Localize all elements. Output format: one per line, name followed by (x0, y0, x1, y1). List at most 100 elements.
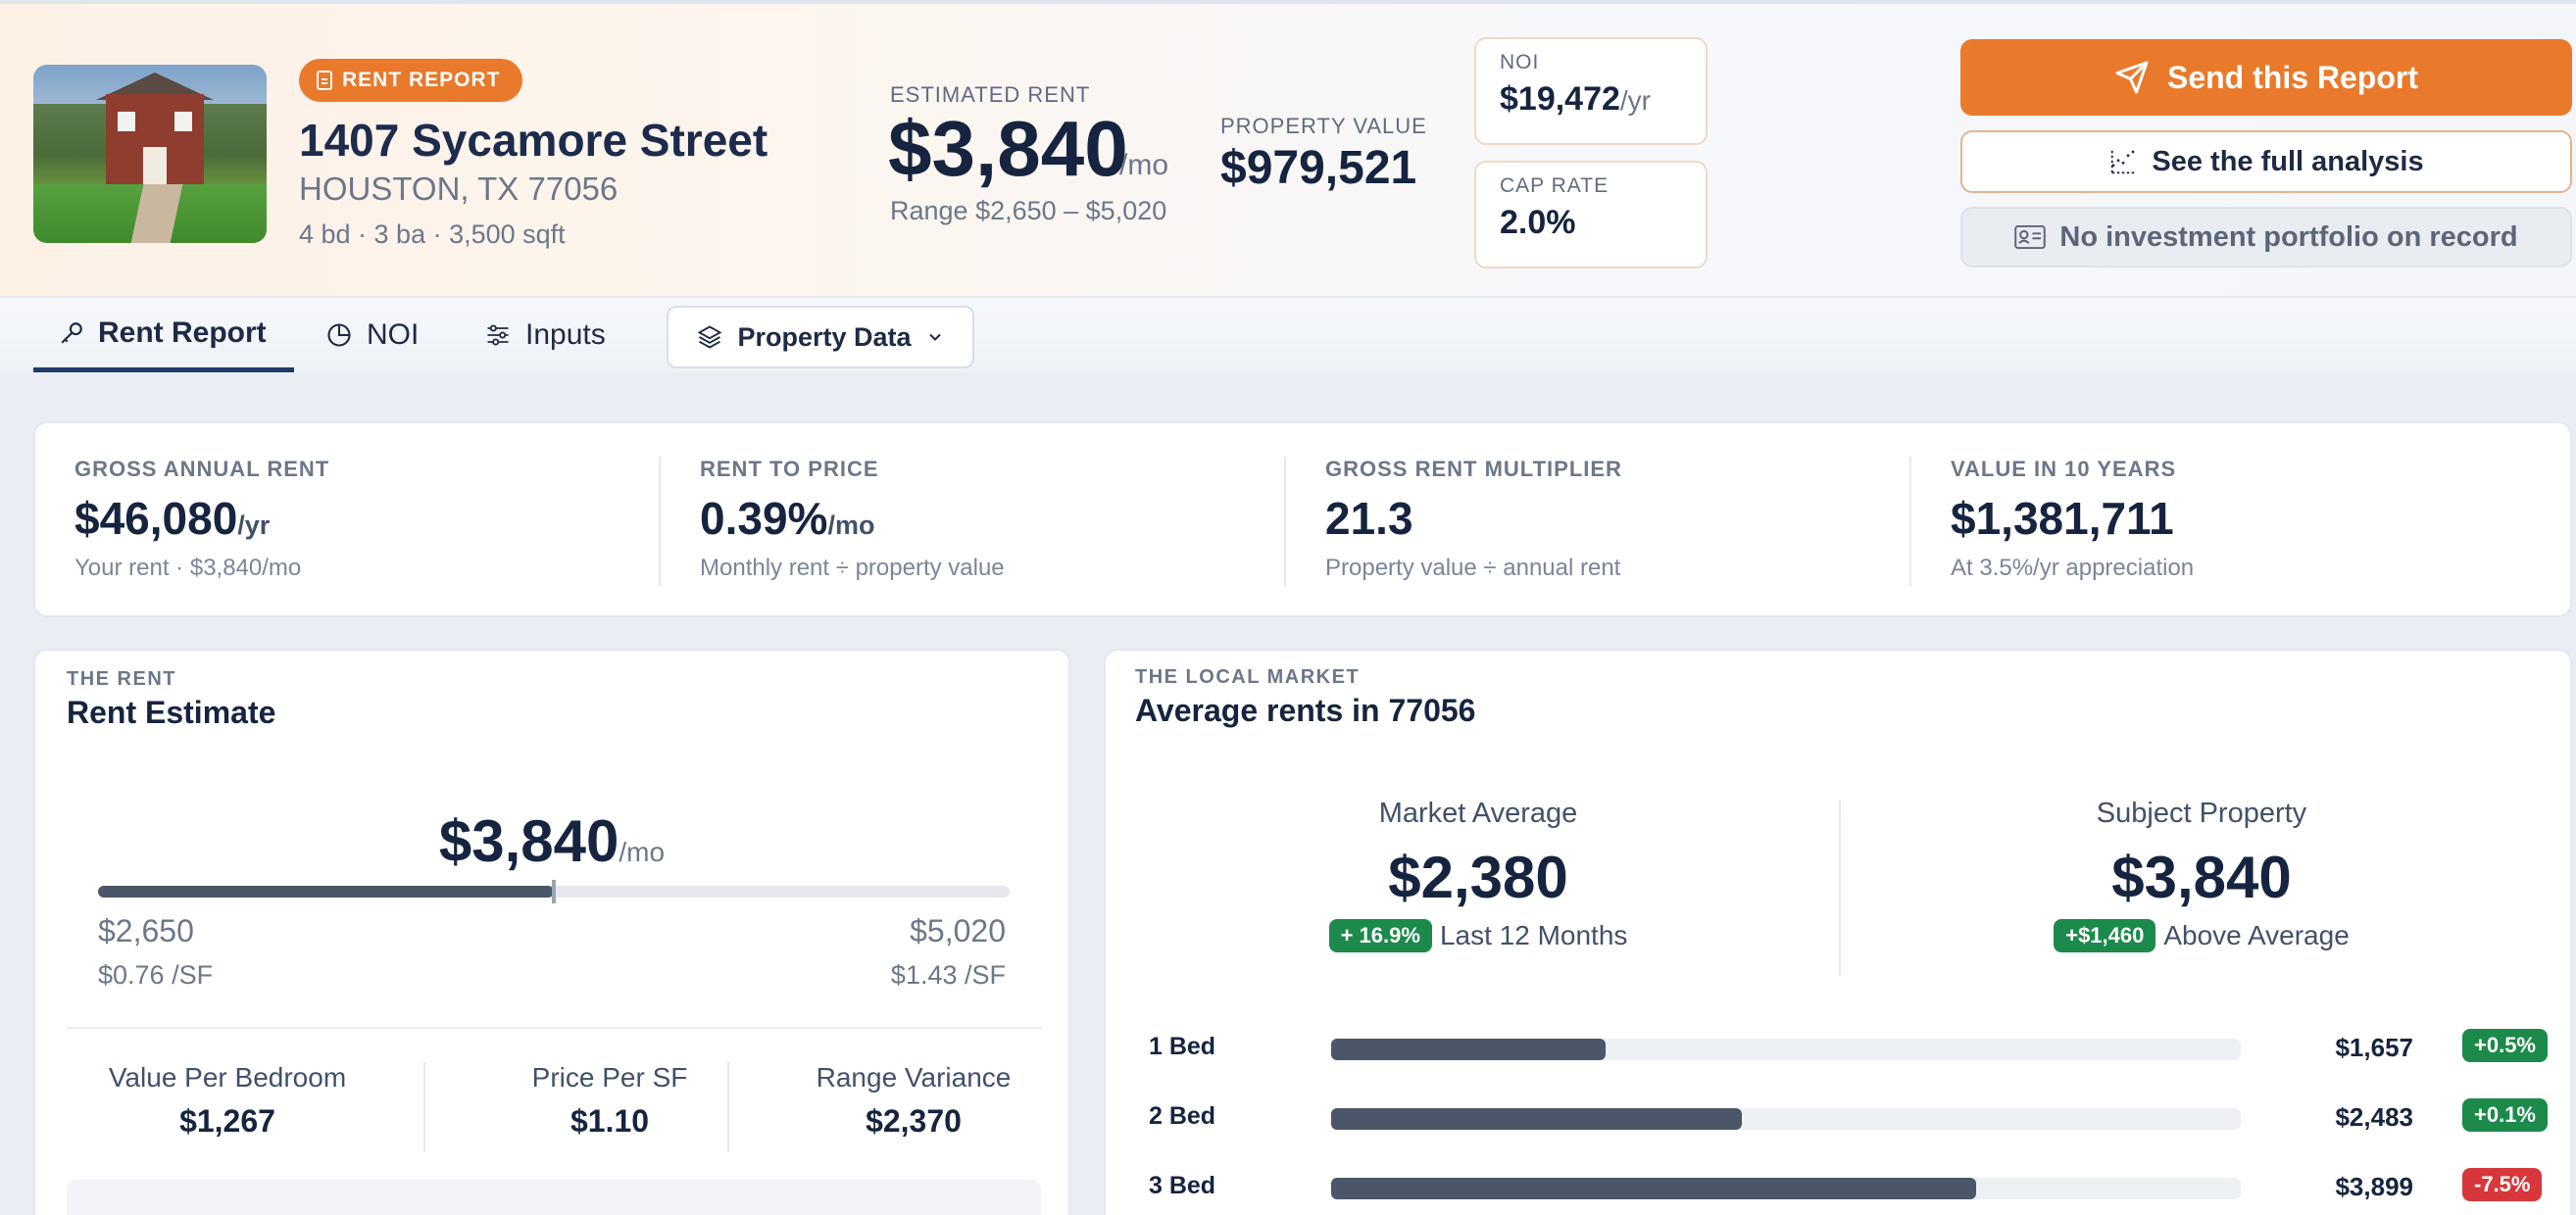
tab-inputs[interactable]: Inputs (484, 298, 606, 372)
property-specs: 4 bd · 3 ba · 3,500 sqft (299, 219, 566, 249)
kpi-gross-rent-multiplier: GROSS RENT MULTIPLIER 21.3 Property valu… (1325, 457, 1874, 582)
info-note (67, 1180, 1041, 1215)
cap-rate-label: CAP RATE (1500, 174, 1610, 197)
kpi-value: $46,080 (74, 493, 238, 544)
subject-property: Subject Property $3,840 +$1,460 Above Av… (1947, 798, 2456, 952)
stat-value-per-bedroom: Value Per Bedroom $1,267 (74, 1062, 380, 1140)
property-value-label: PROPERTY VALUE (1220, 114, 1427, 138)
bed-bar-fill (1331, 1039, 1606, 1060)
estimated-rent-label: ESTIMATED RENT (890, 82, 1091, 107)
document-icon (317, 71, 332, 90)
local-market-panel: THE LOCAL MARKET Average rents in 77056 … (1104, 649, 2572, 1215)
analysis-chart-icon (2111, 150, 2135, 174)
kpi-sub: Monthly rent ÷ property value (700, 555, 1005, 581)
stat-label: Value Per Bedroom (108, 1062, 347, 1093)
stat-value: $1.10 (570, 1103, 650, 1139)
kpi-summary-card: GROSS ANNUAL RENT $46,080/yr Your rent ·… (33, 421, 2572, 617)
sliders-icon (487, 324, 509, 346)
rent-range: Range $2,650 – $5,020 (890, 196, 1167, 225)
rent-report-badge: RENT REPORT (299, 59, 522, 102)
investment-portfolio-button[interactable]: No investment portfolio on record (1960, 207, 2572, 267)
bed-bar-track (1331, 1108, 2241, 1130)
full-analysis-button[interactable]: See the full analysis (1960, 130, 2572, 193)
tab-rent-report-label: Rent Report (98, 316, 267, 349)
bed-bar-track (1331, 1178, 2241, 1199)
pie-chart-icon (327, 323, 351, 347)
kpi-unit: /yr (237, 510, 271, 540)
tab-noi-label: NOI (367, 318, 420, 351)
kpi-divider (659, 457, 661, 586)
range-high-per-sf: $1.43 /SF (890, 960, 1006, 990)
kpi-label: GROSS ANNUAL RENT (74, 457, 330, 481)
bed-bar-fill (1331, 1108, 1742, 1130)
market-change-note: Last 12 Months (1439, 920, 1628, 950)
kpi-sub: Your rent · $3,840/mo (74, 555, 302, 581)
bed-label: 3 Bed (1149, 1172, 1216, 1199)
range-high: $5,020 (910, 913, 1006, 948)
badge-label: RENT REPORT (342, 69, 501, 91)
kpi-value-in-10-years: VALUE IN 10 YEARS $1,381,711 At 3.5%/yr … (1951, 457, 2500, 582)
bed-label: 1 Bed (1149, 1033, 1216, 1060)
stat-value: $1,267 (179, 1103, 275, 1139)
stat-divider (727, 1062, 729, 1152)
send-report-button[interactable]: Send this Report (1960, 39, 2572, 116)
kpi-label: RENT TO PRICE (700, 457, 879, 481)
kpi-sub: At 3.5%/yr appreciation (1951, 555, 2195, 581)
property-photo[interactable] (33, 65, 267, 243)
report-header: RENT REPORT 1407 Sycamore Street HOUSTON… (0, 0, 2576, 298)
kpi-label: GROSS RENT MULTIPLIER (1325, 457, 1622, 481)
kpi-gross-annual-rent: GROSS ANNUAL RENT $46,080/yr Your rent ·… (74, 457, 623, 582)
kpi-value: $1,381,711 (1951, 493, 2174, 544)
noi-label: NOI (1500, 51, 1540, 73)
investment-portfolio-label: No investment portfolio on record (2059, 220, 2518, 253)
stat-range-variance: Range Variance $2,370 (761, 1062, 1066, 1140)
tab-rent-report[interactable]: Rent Report (33, 298, 294, 372)
tab-noi[interactable]: NOI (325, 298, 419, 372)
subject-property-label: Subject Property (2096, 798, 2307, 829)
kpi-unit: /mo (827, 510, 875, 540)
stat-divider (423, 1062, 425, 1152)
bed-bar-track (1331, 1039, 2241, 1060)
kpi-value: 0.39% (700, 493, 828, 544)
bed-bar-fill (1331, 1178, 1976, 1199)
bed-row-3: 3 Bed $3,899 -7.5% (1149, 1166, 2543, 1205)
full-analysis-label: See the full analysis (2152, 145, 2424, 177)
noi-value: $19,472 (1500, 80, 1620, 118)
tab-inputs-label: Inputs (525, 318, 606, 351)
market-change-badge: + 16.9% (1328, 919, 1432, 952)
stat-value: $2,370 (866, 1103, 962, 1139)
bed-row-2: 2 Bed $2,483 +0.1% (1149, 1096, 2548, 1136)
bed-rent: $1,657 (2335, 1033, 2413, 1062)
cap-rate-value: 2.0% (1500, 204, 1576, 241)
rent-estimate-amount: $3,840 (438, 808, 619, 874)
bed-label: 2 Bed (1149, 1102, 1216, 1130)
property-data-dropdown[interactable]: Property Data (667, 306, 974, 368)
bed-change-badge: +0.1% (2462, 1098, 2548, 1132)
range-low: $2,650 (98, 913, 194, 948)
kpi-value: 21.3 (1325, 493, 1413, 544)
property-data-label: Property Data (737, 321, 912, 352)
id-card-icon (2014, 224, 2047, 250)
bed-change-badge: -7.5% (2462, 1168, 2543, 1201)
rent-range-marker (552, 880, 556, 903)
panel-title: Rent Estimate (67, 695, 276, 730)
property-city: HOUSTON, TX 77056 (299, 170, 619, 207)
kpi-sub: Property value ÷ annual rent (1325, 555, 1621, 581)
stat-price-per-sf: Price Per SF $1.10 (457, 1062, 763, 1140)
property-value: $979,521 (1220, 142, 1417, 194)
estimated-rent-value: $3,840 (888, 105, 1128, 192)
noi-unit: /yr (1619, 85, 1652, 116)
panel-title: Average rents in 77056 (1135, 693, 1476, 728)
cap-rate-card: CAP RATE 2.0% (1474, 161, 1708, 268)
subject-property-value: $3,840 (2111, 845, 2292, 910)
subject-diff-badge: +$1,460 (2054, 919, 2156, 952)
property-address: 1407 Sycamore Street (299, 115, 768, 166)
rent-range-track (98, 880, 1010, 903)
send-icon (2115, 61, 2149, 94)
rent-estimate-unit: /mo (619, 837, 666, 867)
bed-row-1: 1 Bed $1,657 +0.5% (1149, 1027, 2548, 1066)
key-icon (61, 321, 82, 344)
market-average: Market Average $2,380 + 16.9% Last 12 Mo… (1223, 798, 1733, 952)
divider (67, 1027, 1041, 1029)
subject-diff-note: Above Average (2163, 920, 2350, 950)
